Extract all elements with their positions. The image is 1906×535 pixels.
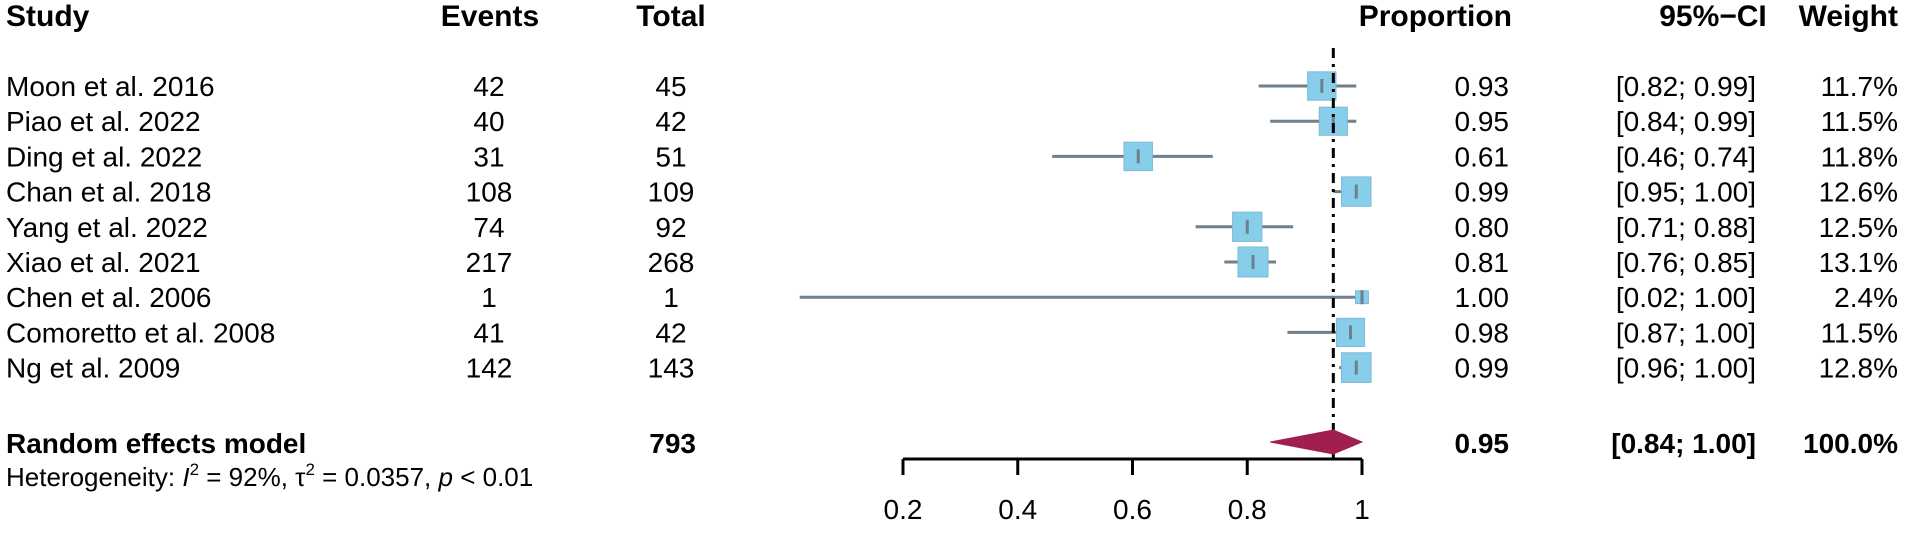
summary-diamond xyxy=(1270,429,1364,455)
header-proportion: Proportion xyxy=(1359,0,1512,33)
ci-value: [0.76; 0.85] xyxy=(1616,247,1756,278)
summary-ci: [0.84; 1.00] xyxy=(1611,428,1756,459)
summary-label: Random effects model xyxy=(6,428,306,459)
ci-value: [0.46; 0.74] xyxy=(1616,141,1756,172)
weight-value: 13.1% xyxy=(1819,247,1898,278)
weight-value: 11.7% xyxy=(1821,71,1898,102)
total-value: 143 xyxy=(648,353,695,384)
header-ci: 95%−CI xyxy=(1659,0,1767,33)
proportion-value: 0.95 xyxy=(1455,106,1510,137)
header-total: Total xyxy=(636,0,705,33)
total-value: 109 xyxy=(648,177,695,208)
proportion-value: 0.98 xyxy=(1455,317,1510,348)
proportion-value: 0.99 xyxy=(1455,177,1510,208)
ci-value: [0.71; 0.88] xyxy=(1616,212,1756,243)
proportion-value: 0.99 xyxy=(1455,353,1510,384)
study-label: Chan et al. 2018 xyxy=(6,177,212,208)
weight-value: 11.5% xyxy=(1821,317,1898,348)
study-label: Piao et al. 2022 xyxy=(6,106,201,137)
plot-marks xyxy=(799,48,1372,459)
total-value: 1 xyxy=(663,282,679,313)
weight-value: 12.6% xyxy=(1819,177,1898,208)
weight-value: 11.5% xyxy=(1821,106,1898,137)
x-tick-label: 0.4 xyxy=(998,494,1037,525)
ci-value: [0.95; 1.00] xyxy=(1616,177,1756,208)
x-tick-label: 1 xyxy=(1354,494,1370,525)
ci-value: [0.84; 0.99] xyxy=(1616,106,1756,137)
weight-value: 12.5% xyxy=(1819,212,1898,243)
events-value: 31 xyxy=(473,141,504,172)
summary-weight: 100.0% xyxy=(1803,428,1898,459)
proportion-value: 0.61 xyxy=(1455,141,1510,172)
x-tick-label: 0.2 xyxy=(884,494,923,525)
study-label: Chen et al. 2006 xyxy=(6,282,212,313)
study-rows: Moon et al. 2016 42 45 0.93 [0.82; 0.99] 11.7… xyxy=(6,71,1898,384)
study-label: Yang et al. 2022 xyxy=(6,212,208,243)
study-label: Ding et al. 2022 xyxy=(6,141,202,172)
study-label: Ng et al. 2009 xyxy=(6,353,180,384)
ci-value: [0.82; 0.99] xyxy=(1616,71,1756,102)
header-weight: Weight xyxy=(1799,0,1898,33)
header-study: Study xyxy=(6,0,90,33)
proportion-value: 1.00 xyxy=(1455,282,1510,313)
x-tick-label: 0.8 xyxy=(1228,494,1267,525)
events-value: 40 xyxy=(473,106,504,137)
total-value: 42 xyxy=(655,106,686,137)
header-events: Events xyxy=(441,0,539,33)
total-value: 45 xyxy=(655,71,686,102)
weight-box xyxy=(1232,211,1263,242)
heterogeneity-text: Heterogeneity: I2 = 92%, τ2 = 0.0357, p … xyxy=(6,460,533,492)
summary-proportion: 0.95 xyxy=(1455,428,1510,459)
events-value: 108 xyxy=(466,177,513,208)
proportion-value: 0.80 xyxy=(1455,212,1510,243)
events-value: 142 xyxy=(466,353,513,384)
total-value: 51 xyxy=(655,141,686,172)
total-value: 92 xyxy=(655,212,686,243)
total-value: 268 xyxy=(648,247,695,278)
events-value: 1 xyxy=(481,282,497,313)
study-label: Comoretto et al. 2008 xyxy=(6,317,275,348)
weight-value: 11.8% xyxy=(1821,141,1898,172)
summary-total: 793 xyxy=(649,428,696,459)
x-tick-label: 0.6 xyxy=(1113,494,1152,525)
weight-value: 12.8% xyxy=(1819,353,1898,384)
events-value: 217 xyxy=(466,247,513,278)
total-value: 42 xyxy=(655,317,686,348)
weight-value: 2.4% xyxy=(1834,282,1898,313)
weight-box xyxy=(1237,246,1269,278)
events-value: 74 xyxy=(473,212,504,243)
study-label: Xiao et al. 2021 xyxy=(6,247,201,278)
ci-value: [0.02; 1.00] xyxy=(1616,282,1756,313)
x-axis: 0.2 0.4 0.6 0.8 1 xyxy=(884,457,1370,525)
events-value: 42 xyxy=(473,71,504,102)
ci-value: [0.87; 1.00] xyxy=(1616,317,1756,348)
events-value: 41 xyxy=(473,317,504,348)
study-label: Moon et al. 2016 xyxy=(6,71,215,102)
proportion-value: 0.93 xyxy=(1455,71,1510,102)
proportion-value: 0.81 xyxy=(1455,247,1510,278)
ci-value: [0.96; 1.00] xyxy=(1616,353,1756,384)
